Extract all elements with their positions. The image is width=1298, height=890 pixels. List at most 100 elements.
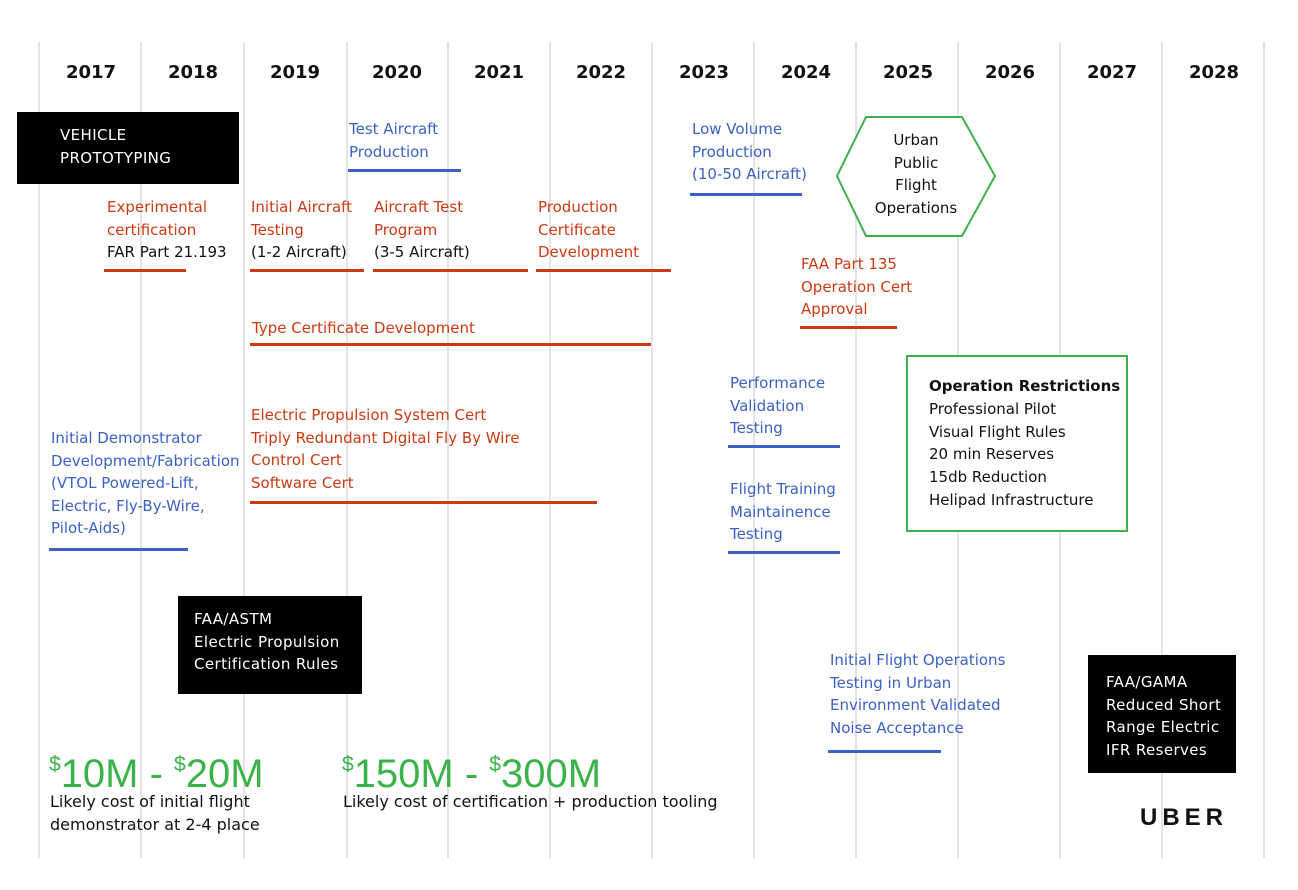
year-label: 2028 (1188, 62, 1240, 83)
label-line: (VTOL Powered-Lift, (51, 474, 199, 493)
grid-line (651, 42, 653, 858)
grid-line (855, 42, 857, 858)
label-line: Development/Fabrication (51, 451, 240, 470)
uber-logo: UBER (1140, 804, 1229, 831)
label-line: Software Cert (251, 473, 354, 492)
currency-symbol: $ (342, 753, 354, 776)
label-subline: (3-5 Aircraft) (374, 243, 470, 262)
production-cert-dev-bar (536, 269, 671, 272)
year-label: 2019 (269, 62, 321, 83)
initial-flight-ops-label: Initial Flight Operations Testing in Urb… (830, 649, 1005, 739)
label-line: Pilot-Aids) (51, 519, 126, 538)
grid-line (753, 42, 755, 858)
label-line: Testing in Urban (830, 673, 952, 692)
label-subline: FAR Part 21.193 (107, 243, 227, 262)
label-line: Program (374, 220, 438, 239)
aircraft-test-program-bar (373, 269, 528, 272)
currency-symbol: $ (489, 753, 501, 776)
label-line: Urban (893, 131, 939, 149)
box-line: IFR Reserves (1106, 740, 1208, 759)
label-line: Experimental (107, 198, 208, 216)
label-line: Flight (895, 176, 937, 195)
label-line: Low Volume (692, 120, 783, 138)
currency-symbol: $ (174, 753, 186, 776)
hexagon-label: Urban Public Flight Operations (836, 129, 996, 219)
test-aircraft-production-bar (348, 169, 461, 172)
faa-part-135-label: FAA Part 135 Operation Cert Approval (801, 253, 912, 321)
label-line: Maintainence (730, 502, 831, 521)
label-line: Initial Demonstrator (51, 429, 202, 447)
label-line: Development (538, 243, 639, 262)
operation-restrictions-title: Operation Restrictions (929, 377, 1121, 395)
label-line: Operation Cert (801, 277, 913, 296)
grid-line (549, 42, 551, 858)
grid-line (1161, 42, 1163, 858)
year-label: 2025 (882, 62, 934, 83)
box-line: Certification Rules (194, 655, 339, 674)
year-label: 2022 (575, 62, 627, 83)
label-line: Production (692, 142, 772, 161)
label-line: Test Aircraft (349, 120, 439, 138)
year-label: 2023 (678, 62, 730, 83)
label-line: Testing (730, 525, 783, 544)
label-line: Production (349, 142, 429, 161)
label-line: Public (893, 153, 939, 172)
label-line: Performance (730, 374, 826, 392)
cost-high: 300M (500, 752, 602, 796)
low-volume-production-bar (690, 193, 802, 196)
currency-symbol: $ (49, 753, 61, 776)
restriction-item: 20 min Reserves (929, 445, 1055, 464)
label-line: certification (107, 220, 197, 239)
performance-validation-label: Performance Validation Testing (730, 372, 825, 440)
type-cert-dev-bar (250, 343, 651, 346)
box-line: PROTOTYPING (60, 148, 172, 167)
label-line: Aircraft Test (374, 198, 464, 216)
label-line: Validation (730, 396, 805, 415)
initial-demonstrator-label: Initial Demonstrator Development/Fabrica… (51, 427, 240, 540)
aircraft-test-program-label: Aircraft Test Program (3-5 Aircraft) (374, 196, 470, 264)
grid-line (38, 42, 40, 858)
experimental-cert-label: Experimental certification FAR Part 21.1… (107, 196, 227, 264)
low-volume-production-label: Low Volume Production (10-50 Aircraft) (692, 118, 807, 186)
grid-line (346, 42, 348, 858)
operation-restrictions-box: Operation Restrictions Professional Pilo… (906, 355, 1128, 532)
label-line: (10-50 Aircraft) (692, 165, 807, 184)
cost-certification-range: $150M - $300M (342, 743, 601, 796)
box-line: Range Electric (1106, 718, 1220, 737)
faa-astm-box: FAA/ASTM Electric Propulsion Certificati… (178, 596, 362, 694)
label-line: Environment Validated (830, 696, 1001, 715)
cost-certification-desc: Likely cost of certification + productio… (343, 790, 718, 813)
electric-propulsion-cert-label: Electric Propulsion System Cert Triply R… (251, 404, 520, 494)
desc-line: demonstrator at 2-4 place (50, 815, 260, 834)
label-line: Noise Acceptance (830, 718, 964, 737)
cost-low: 150M (353, 752, 454, 796)
box-line: FAA/ASTM (194, 610, 273, 628)
restriction-item: Visual Flight Rules (929, 422, 1066, 441)
test-aircraft-production-label: Test Aircraft Production (349, 118, 438, 163)
grid-line (1263, 42, 1265, 858)
label-line: Initial Aircraft (251, 198, 353, 216)
box-line: FAA/GAMA (1106, 673, 1188, 691)
initial-demonstrator-bar (49, 548, 188, 551)
restriction-item: Professional Pilot (929, 399, 1057, 418)
faa-gama-box: FAA/GAMA Reduced Short Range Electric IF… (1088, 655, 1236, 773)
label-line: Initial Flight Operations (830, 651, 1006, 669)
label-line: Triply Redundant Digital Fly By Wire (251, 428, 520, 447)
year-label: 2020 (371, 62, 423, 83)
label-line: Flight Training (730, 480, 836, 498)
box-line: Reduced Short (1106, 695, 1222, 714)
vehicle-prototyping-box: VEHICLE PROTOTYPING (17, 112, 239, 184)
label-line: Electric Propulsion System Cert (251, 406, 487, 424)
flight-training-label: Flight Training Maintainence Testing (730, 478, 836, 546)
cost-separator: - (453, 752, 490, 796)
performance-validation-bar (728, 445, 840, 448)
cost-demonstrator-range: $10M - $20M (49, 743, 264, 796)
cost-demonstrator-desc: Likely cost of initial flight demonstrat… (50, 790, 260, 836)
label-line: Production (538, 198, 618, 216)
year-label: 2018 (167, 62, 219, 83)
hexagon-shape (836, 116, 996, 237)
desc-line: Likely cost of initial flight (50, 792, 250, 811)
cost-low: 10M (60, 752, 139, 796)
label-line: Approval (801, 300, 868, 319)
type-cert-dev-label: Type Certificate Development (252, 319, 475, 337)
